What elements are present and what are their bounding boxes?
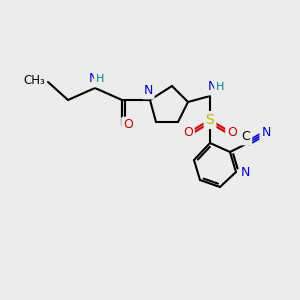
- Text: N: N: [207, 80, 217, 94]
- Text: CH₃: CH₃: [23, 74, 45, 86]
- Text: O: O: [227, 125, 237, 139]
- Text: H: H: [96, 74, 104, 84]
- Text: N: N: [241, 166, 250, 178]
- Text: O: O: [123, 118, 133, 131]
- Text: N: N: [261, 127, 271, 140]
- Text: N: N: [88, 73, 98, 85]
- Text: S: S: [206, 113, 214, 127]
- Text: O: O: [183, 125, 193, 139]
- Text: H: H: [216, 82, 224, 92]
- Text: N: N: [143, 85, 153, 98]
- Text: C: C: [242, 130, 250, 143]
